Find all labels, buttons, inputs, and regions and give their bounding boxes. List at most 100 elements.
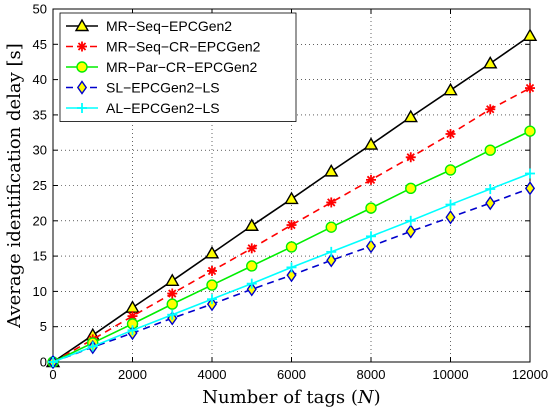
data-point [524,181,536,196]
x-tick-label: 4000 [198,367,227,382]
asterisk-stroke [128,311,137,321]
x-tick-label: 6000 [277,367,306,382]
y-axis-label: Average identification delay [s] [4,43,25,329]
data-point [207,265,217,276]
data-point [445,210,456,225]
asterisk-stroke [327,198,336,207]
x-tick-label: 0 [49,367,56,382]
data-point [246,282,257,297]
data-point [366,231,376,242]
data-point [326,246,337,257]
legend-entry: SL−EPCGen2−LS [66,80,220,96]
legend-label: SL−EPCGen2−LS [106,80,220,96]
legend: MR−Seq−EPCGen2 MR−Seq−CR−EPCGen2 MR−Par−CR… [59,12,297,122]
y-tick-label: 5 [40,319,47,334]
data-point [204,245,220,259]
data-point [325,221,337,233]
legend-label: MR−Seq−EPCGen2 [106,18,232,34]
legend-entry: MR−Par−CR−EPCGen2 [66,59,258,75]
data-point [244,218,259,231]
data-point [483,55,498,69]
y-tick-label: 0 [40,355,47,370]
data-point [366,174,376,185]
asterisk-stroke [168,289,177,298]
data-point [444,164,457,176]
data-point [207,294,217,305]
data-point [286,262,297,273]
series-5 [48,168,535,367]
data-point [522,28,538,42]
data-point [445,199,456,210]
y-tick-label: 25 [33,178,47,193]
data-point [484,144,496,156]
legend-marker [77,103,87,113]
data-point [326,253,337,268]
data-point [485,184,496,195]
data-point [485,104,496,115]
data-point [285,241,298,253]
legend-entry: MR−Seq−CR−EPCGen2 [66,39,261,55]
asterisk-stroke [486,105,495,114]
data-point [403,109,418,123]
grid [53,9,530,362]
data-point [165,273,180,287]
y-tick-label: 45 [33,37,47,52]
legend-marker [76,61,88,73]
data-point [365,238,377,254]
data-point [127,325,138,336]
legend-entry: AL−EPCGen2−LS [66,100,220,116]
data-point [286,220,297,231]
data-point [405,215,416,226]
x-axis-label: Number of tags (N) [202,387,380,408]
asterisk-stroke [77,42,87,51]
asterisk-stroke [446,129,455,139]
y-tick-label: 35 [33,107,47,122]
y-tick-label: 50 [33,2,47,17]
legend-marker [77,41,87,52]
data-point [524,125,536,137]
legend-label: AL−EPCGen2−LS [106,100,220,116]
data-point [87,341,98,352]
data-point [525,83,535,94]
data-point [286,267,297,283]
x-axis-label-text: Number of tags ( [202,387,358,408]
legend-marker [76,80,88,95]
y-tick-label: 15 [33,249,47,264]
data-point [246,243,257,254]
data-point [405,152,416,163]
series-group [45,28,538,370]
data-point [284,191,299,205]
data-point [246,260,258,272]
asterisk-stroke [287,220,296,230]
data-point [365,202,377,214]
data-point [48,357,58,367]
data-point [167,288,178,299]
legend-entry: MR−Seq−EPCGen2 [66,18,232,34]
x-axis-label-close: ) [374,387,381,408]
data-point [405,182,417,195]
data-point [246,278,257,289]
data-point [324,163,339,177]
x-tick-label: 2000 [118,367,147,382]
y-tick-label: 30 [33,143,47,158]
legend-box [59,12,297,122]
x-tick-label: 10000 [432,367,468,382]
data-point [485,195,496,211]
x-tick-label: 12000 [512,367,548,382]
data-point [167,309,178,320]
y-tick-label: 20 [33,213,47,228]
data-point [326,197,337,208]
y-tick-label: 10 [33,284,47,299]
asterisk-stroke [207,266,217,276]
asterisk-stroke [525,83,535,93]
series-2 [48,83,535,367]
data-point [206,279,218,291]
data-point [445,128,456,139]
x-axis-label-variable: N [357,387,375,408]
legend-label: MR−Par−CR−EPCGen2 [106,59,258,75]
asterisk-stroke [366,175,376,185]
data-point [363,137,379,150]
data-point [525,168,535,179]
x-tick-label: 8000 [357,367,386,382]
